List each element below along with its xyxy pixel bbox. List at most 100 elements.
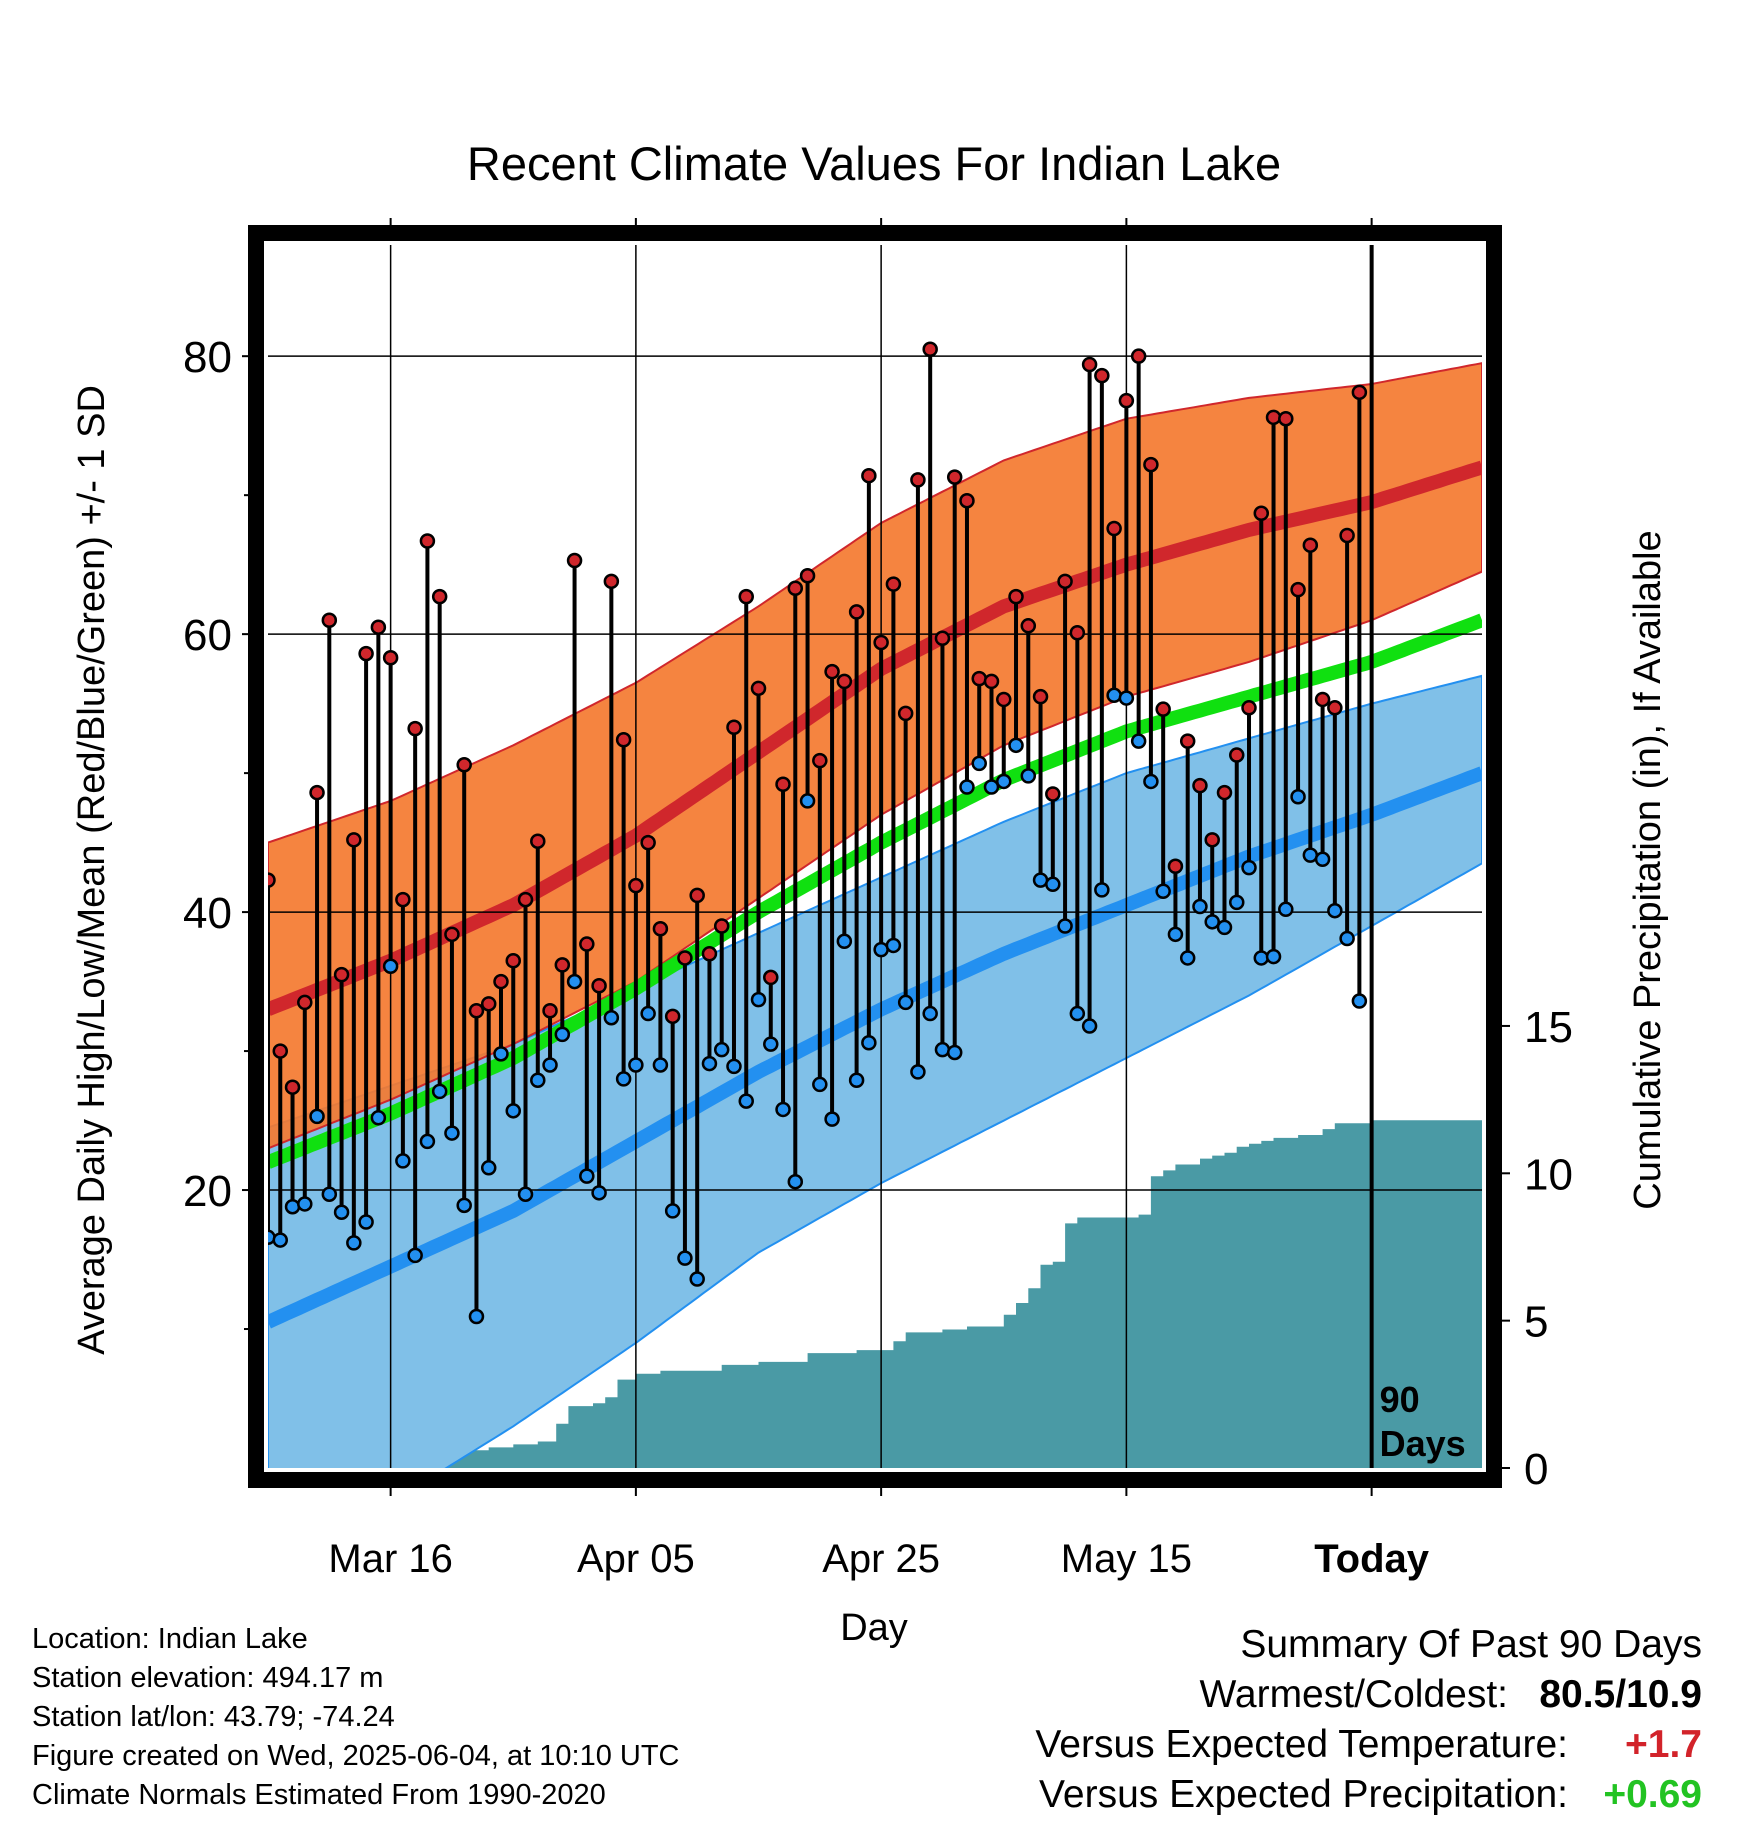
high-point (885, 576, 902, 592)
high-point (517, 891, 534, 908)
high-point (297, 994, 313, 1011)
precip-area (390, 1120, 1482, 1468)
low-normal-line (268, 766, 1482, 1329)
low-point (370, 1110, 387, 1126)
high-point (321, 612, 338, 628)
high-point (1143, 456, 1159, 473)
low-point (861, 1034, 877, 1051)
high-point (1032, 688, 1049, 705)
high-normal-line (268, 460, 1482, 1016)
precip-label: Versus Expected Precipitation: (1039, 1773, 1568, 1816)
low-point (738, 1093, 754, 1109)
low-point (579, 1168, 595, 1184)
low-point (1008, 737, 1024, 754)
high-point (897, 705, 914, 722)
low-point (1045, 876, 1061, 893)
high-point (542, 1003, 558, 1019)
high-point (603, 573, 620, 590)
low-point (763, 1036, 779, 1052)
high-point (959, 492, 975, 509)
low-point (812, 1076, 828, 1093)
low-point (910, 1064, 926, 1080)
low-point (799, 793, 816, 809)
high-point (799, 568, 816, 584)
low-point (1020, 768, 1037, 784)
high-point (1216, 784, 1233, 801)
high-point (664, 1008, 681, 1025)
low-point (1118, 690, 1135, 706)
high-point (934, 630, 951, 647)
high-point (1118, 392, 1135, 409)
high-point (554, 957, 571, 973)
high-point (1179, 733, 1196, 749)
low-point (456, 1197, 472, 1214)
low-point (652, 1057, 669, 1073)
high-point (468, 1003, 485, 1019)
high-point (848, 604, 865, 620)
high-point (1278, 410, 1294, 427)
low-point (775, 1101, 791, 1118)
low-point (1094, 882, 1110, 898)
high-point (1106, 520, 1122, 537)
low-point (395, 1153, 411, 1169)
summary-heading: Summary Of Past 90 Days (1240, 1623, 1702, 1666)
high-point (1008, 588, 1024, 605)
low-point (419, 1133, 436, 1150)
low-point (701, 1055, 718, 1072)
low-point (1278, 901, 1294, 918)
high-point (1155, 701, 1171, 717)
warmest-value: 80.5/10.9 (1539, 1673, 1702, 1716)
low-point (566, 973, 583, 990)
low-point (983, 779, 1000, 795)
low-point (603, 1009, 620, 1026)
high-point (480, 996, 497, 1012)
high-point (1253, 505, 1270, 521)
temp-row: Versus Expected Temperature: +1.7 (1035, 1720, 1702, 1770)
high-point (382, 650, 399, 666)
high-point (1045, 786, 1061, 802)
high-point (579, 936, 595, 952)
high-point (1314, 691, 1331, 708)
low-point (297, 1196, 313, 1212)
created-text: Figure created on Wed, 2025-06-04, at 10… (32, 1740, 680, 1772)
low-point (493, 1046, 509, 1062)
high-point (1351, 384, 1368, 401)
high-point (983, 673, 1000, 690)
low-point (530, 1072, 546, 1089)
low-point (1192, 898, 1208, 915)
low-point (1351, 993, 1368, 1009)
low-point (677, 1250, 693, 1266)
low-point (640, 1005, 656, 1022)
low-point (934, 1041, 951, 1058)
location-text: Location: Indian Lake (32, 1623, 308, 1655)
low-point (346, 1235, 362, 1251)
high-sd-band (268, 362, 1482, 1150)
low-point (1155, 883, 1171, 899)
high-point (395, 891, 411, 908)
high-point (971, 670, 987, 687)
low-point (333, 1204, 350, 1221)
low-point (848, 1072, 865, 1089)
low-point (407, 1247, 423, 1264)
x-tick-label: May 15 (1061, 1537, 1192, 1581)
low-point (309, 1108, 325, 1125)
high-point (946, 469, 963, 485)
high-point (1339, 527, 1355, 544)
low-point (284, 1198, 301, 1215)
high-point (652, 921, 669, 937)
low-point (591, 1185, 607, 1201)
high-point (750, 680, 767, 697)
low-point (787, 1173, 804, 1190)
low-point (1253, 950, 1270, 966)
low-point (1204, 914, 1220, 930)
low-point (885, 937, 902, 954)
latlon-text: Station lat/lon: 43.79; -74.24 (32, 1701, 395, 1733)
high-point (530, 833, 546, 849)
low-point (1069, 1005, 1086, 1022)
low-point (615, 1071, 632, 1087)
low-point (664, 1203, 681, 1219)
chart-title: Recent Climate Values For Indian Lake (467, 137, 1281, 190)
low-point (836, 933, 853, 950)
low-point (971, 755, 987, 772)
high-point (566, 552, 583, 569)
